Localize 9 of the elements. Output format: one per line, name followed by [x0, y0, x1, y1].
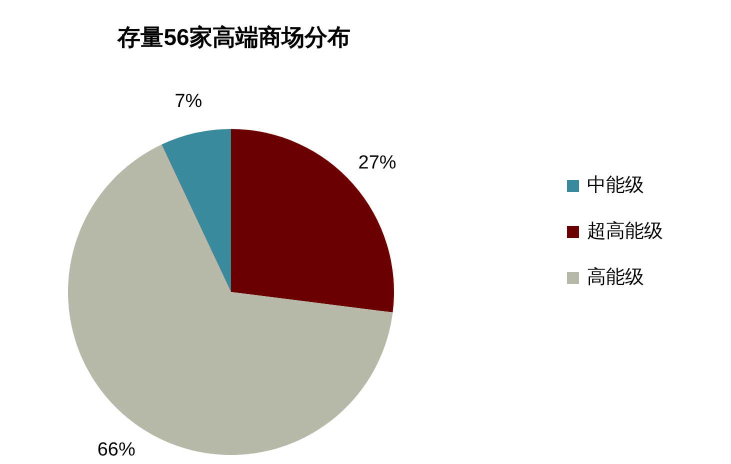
legend-label: 高能级 [587, 267, 644, 288]
data-label: 66% [97, 439, 136, 460]
legend-label: 超高能级 [587, 221, 663, 242]
data-label: 7% [174, 91, 202, 112]
chart-title: 存量56家高端商场分布 [116, 23, 352, 52]
pie-slice [231, 129, 394, 312]
data-label: 27% [358, 152, 396, 174]
legend-label: 中能级 [587, 175, 644, 196]
pie-slice [162, 129, 231, 292]
